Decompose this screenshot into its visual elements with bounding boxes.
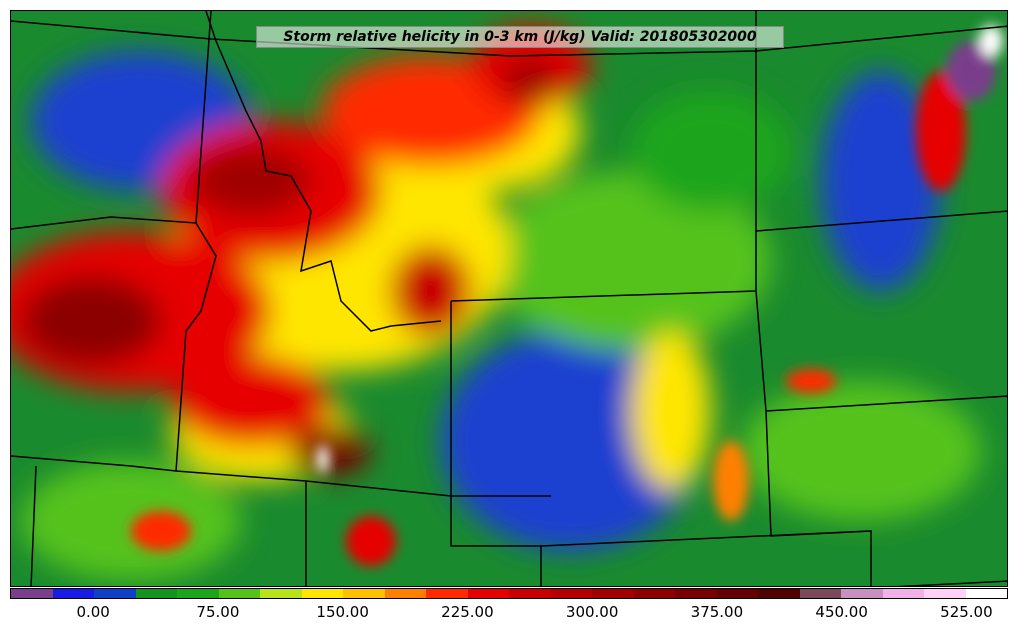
colorbar-segment [135, 589, 177, 598]
colorbar-segment [882, 589, 924, 598]
title-box: Storm relative helicity in 0-3 km (J/kg)… [256, 26, 784, 48]
colorbar-tick-label: 75.00 [196, 603, 240, 621]
colorbar-segment [52, 589, 94, 598]
colorbar-segment [94, 589, 136, 598]
colorbar-segment [799, 589, 841, 598]
colorbar-tick-label: 375.00 [690, 603, 744, 621]
colorbar-segment [301, 589, 343, 598]
helicity-field [11, 26, 981, 581]
colorbar-tick-label: 525.00 [940, 603, 993, 621]
map-canvas [11, 11, 1007, 586]
colorbar-segment [509, 589, 551, 598]
map-title: Storm relative helicity in 0-3 km (J/kg)… [283, 29, 757, 45]
colorbar-segment [550, 589, 592, 598]
colorbar-segment [841, 589, 883, 598]
colorbar-tick-label: 150.00 [316, 603, 369, 621]
helicity-map: Storm relative helicity in 0-3 km (J/kg)… [10, 10, 1008, 587]
colorbar-segment [384, 589, 426, 598]
colorbar-segment [467, 589, 509, 598]
colorbar-segment [924, 589, 966, 598]
colorbar-tick-label: 225.00 [441, 603, 494, 621]
colorbar-tick-label: 300.00 [565, 603, 619, 621]
colorbar [10, 588, 1008, 599]
colorbar-segment [177, 589, 219, 598]
colorbar-segment [592, 589, 634, 598]
helicity-detail [131, 25, 1003, 566]
colorbar-segment [675, 589, 717, 598]
colorbar-segment [965, 589, 1007, 598]
colorbar-ticks: 0.00 75.00 150.00 225.00 300.00 375.00 450.00 5… [10, 601, 1008, 625]
state-boundaries [11, 11, 1007, 586]
colorbar-tick-label: 0.00 [76, 603, 110, 621]
colorbar-segment [343, 589, 385, 598]
colorbar-tick-label: 450.00 [815, 603, 868, 621]
colorbar-segment [426, 589, 468, 598]
colorbar-segment [218, 589, 260, 598]
colorbar-segment [633, 589, 675, 598]
colorbar-segment [260, 589, 302, 598]
colorbar-segment [758, 589, 800, 598]
colorbar-segment [11, 589, 53, 598]
colorbar-segment [716, 589, 758, 598]
